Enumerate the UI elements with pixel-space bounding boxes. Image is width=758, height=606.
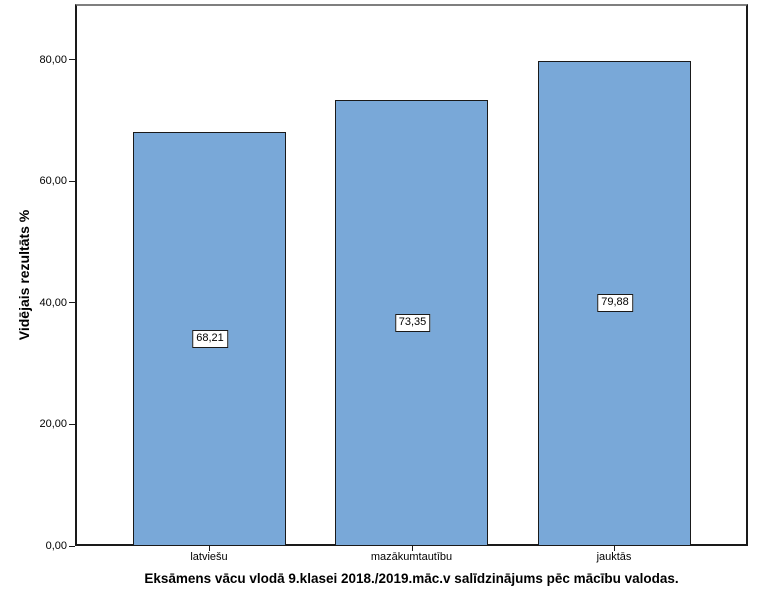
y-tick-mark <box>69 545 75 547</box>
x-tick-mark <box>209 546 210 551</box>
x-tick-label-latviešu: latviešu <box>190 551 228 563</box>
x-tick-mark <box>411 546 413 551</box>
y-tick-label: 80,00 <box>39 53 67 66</box>
y-tick-mark <box>69 302 75 304</box>
x-tick-label-jauktās: jauktās <box>596 551 632 563</box>
bar-value-label: 68,21 <box>192 329 228 348</box>
chart-title: Eksāmens vācu vlodā 9.klasei 2018./2019.… <box>144 571 679 586</box>
bar-value-label: 79,88 <box>597 294 633 313</box>
y-axis-title: Vidējais rezultāts % <box>16 209 32 341</box>
y-tick-mark <box>69 59 75 61</box>
y-tick-label: 20,00 <box>39 418 67 431</box>
y-tick-label: 60,00 <box>39 175 67 188</box>
y-tick-label: 40,00 <box>39 296 67 309</box>
bar-value-label: 73,35 <box>394 314 431 333</box>
x-tick-label-mazākumtautību: mazākumtautību <box>370 551 453 563</box>
y-tick-label: 0,00 <box>45 540 67 552</box>
y-tick-mark <box>69 423 75 425</box>
y-tick-mark <box>69 180 75 182</box>
x-tick-mark <box>614 546 615 551</box>
